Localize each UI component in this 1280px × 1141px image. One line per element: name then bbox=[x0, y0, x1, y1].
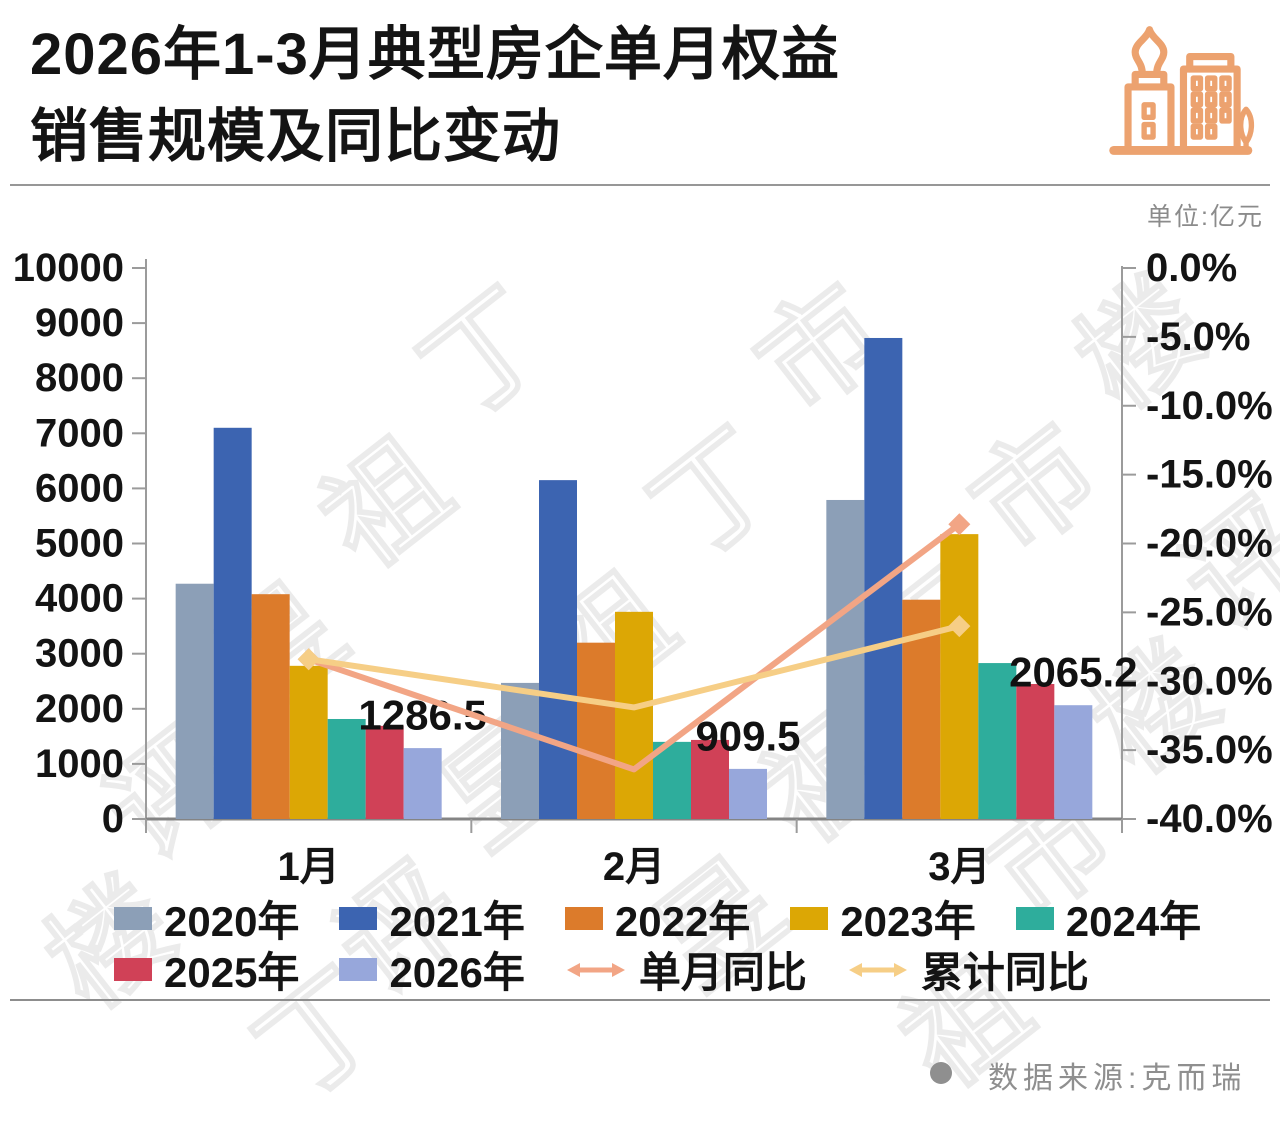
legend-label: 2022年 bbox=[614, 898, 751, 945]
left-axis-label-2000: 2000 bbox=[35, 687, 124, 731]
right-axis-label--35.0%: -35.0% bbox=[1146, 728, 1273, 772]
legend-label: 2026年 bbox=[389, 949, 525, 996]
right-axis-label--15.0%: -15.0% bbox=[1146, 453, 1273, 497]
bar-2024年-3月 bbox=[978, 663, 1017, 819]
legend-item-2025年: 2025年 bbox=[114, 939, 299, 1000]
right-axis-label-0.0%: 0.0% bbox=[1146, 246, 1237, 290]
bar-2024年-1月 bbox=[327, 718, 366, 819]
line-arrow-icon bbox=[566, 962, 625, 977]
bar-2023年-1月 bbox=[289, 665, 328, 819]
legend-label: 2023年 bbox=[840, 898, 976, 945]
legend-swatch-icon bbox=[1015, 907, 1054, 930]
page-title: 2026年1-3月典型房企单月权益 销售规模及同比变动 bbox=[30, 14, 840, 178]
left-axis-label-9000: 9000 bbox=[35, 301, 124, 345]
left-axis-label-1000: 1000 bbox=[35, 742, 124, 786]
legend-label: 2020年 bbox=[164, 898, 300, 945]
legend-label: 单月同比 bbox=[638, 949, 807, 996]
left-axis-label-7000: 7000 bbox=[35, 411, 124, 455]
legend-swatch-icon bbox=[339, 958, 378, 981]
left-axis-label-3000: 3000 bbox=[35, 632, 124, 676]
footer-divider bbox=[10, 999, 1270, 1001]
left-axis-label-6000: 6000 bbox=[35, 466, 124, 510]
bar-2022年-2月 bbox=[577, 642, 615, 819]
legend-item-2026年: 2026年 bbox=[339, 939, 525, 1000]
line-arrow-icon bbox=[848, 962, 907, 977]
bar-2025年-1月 bbox=[365, 725, 404, 819]
bar-2026年-2月 bbox=[729, 768, 767, 819]
line-marker-累计同比-start bbox=[297, 648, 320, 671]
legend-item-2022年: 2022年 bbox=[564, 888, 751, 949]
x-label-1月: 1月 bbox=[278, 845, 340, 889]
bar-value-label-2065.2: 2065.2 bbox=[1009, 649, 1137, 696]
bar-2024年-2月 bbox=[653, 741, 691, 819]
legend-item-2023年: 2023年 bbox=[790, 888, 976, 949]
legend-swatch-icon bbox=[114, 907, 152, 930]
legend-swatch-icon bbox=[339, 907, 378, 930]
line-marker-单月同比-end bbox=[948, 513, 971, 536]
source-bullet-dot bbox=[930, 1062, 952, 1084]
line-单月同比 bbox=[305, 521, 963, 773]
left-axis-label-4000: 4000 bbox=[35, 577, 124, 621]
bar-value-label-909.5: 909.5 bbox=[695, 712, 800, 759]
legend-label: 累计同比 bbox=[920, 949, 1089, 996]
source-text: 数据来源:克而瑞 bbox=[988, 1062, 1247, 1095]
legend-item-2024年: 2024年 bbox=[1015, 888, 1202, 949]
legend-label: 2025年 bbox=[164, 949, 300, 996]
bar-2020年-1月 bbox=[175, 583, 214, 819]
legend-item-2021年: 2021年 bbox=[339, 888, 525, 949]
legend-label: 2021年 bbox=[389, 898, 525, 945]
page-title-line1: 2026年1-3月典型房企单月权益 bbox=[30, 22, 840, 87]
unit-label: 单位:亿元 bbox=[1147, 203, 1264, 231]
right-axis-label--25.0%: -25.0% bbox=[1146, 590, 1273, 634]
header-divider bbox=[10, 184, 1270, 186]
left-axis-label-5000: 5000 bbox=[35, 522, 124, 566]
line-累计同比 bbox=[305, 623, 963, 711]
left-axis-label-0: 0 bbox=[102, 797, 124, 841]
x-label-2月: 2月 bbox=[603, 845, 665, 889]
bar-2022年-1月 bbox=[251, 594, 290, 819]
legend-row-1: 2020年 2021年 2022年 2023年 2024年 bbox=[114, 888, 1201, 949]
bar-2023年-3月 bbox=[940, 534, 979, 819]
legend-swatch-icon bbox=[790, 907, 829, 930]
page-title-line2: 销售规模及同比变动 bbox=[30, 104, 562, 169]
bar-2021年-1月 bbox=[213, 427, 252, 819]
legend-swatch-icon bbox=[564, 907, 603, 930]
bar-2025年-2月 bbox=[691, 739, 729, 819]
legend-item-2020年: 2020年 bbox=[114, 888, 299, 949]
legend-label: 2024年 bbox=[1065, 898, 1202, 945]
city-buildings-icon bbox=[1103, 16, 1255, 179]
bar-2023年-2月 bbox=[615, 611, 653, 819]
right-axis-label--20.0%: -20.0% bbox=[1146, 522, 1273, 566]
bar-2026年-1月 bbox=[403, 748, 442, 819]
bar-2025年-3月 bbox=[1016, 684, 1055, 819]
legend-item-单月同比: 单月同比 bbox=[565, 939, 807, 1000]
legend-swatch-icon bbox=[114, 958, 152, 981]
bar-2026年-3月 bbox=[1054, 705, 1093, 819]
right-axis-label--10.0%: -10.0% bbox=[1146, 384, 1273, 428]
right-axis-label--5.0%: -5.0% bbox=[1146, 315, 1251, 359]
bar-2021年-2月 bbox=[539, 480, 577, 819]
bar-2020年-2月 bbox=[501, 682, 539, 819]
legend-item-累计同比: 累计同比 bbox=[847, 939, 1089, 1000]
line-marker-累计同比-end bbox=[948, 615, 971, 638]
left-axis-label-10000: 10000 bbox=[13, 246, 124, 290]
legend-row-2: 2025年 2026年 单月同比 累计同比 bbox=[114, 939, 1089, 1000]
left-axis-label-8000: 8000 bbox=[35, 356, 124, 400]
x-label-3月: 3月 bbox=[928, 845, 990, 889]
right-axis-label--40.0%: -40.0% bbox=[1146, 797, 1273, 841]
right-axis-label--30.0%: -30.0% bbox=[1146, 659, 1273, 703]
